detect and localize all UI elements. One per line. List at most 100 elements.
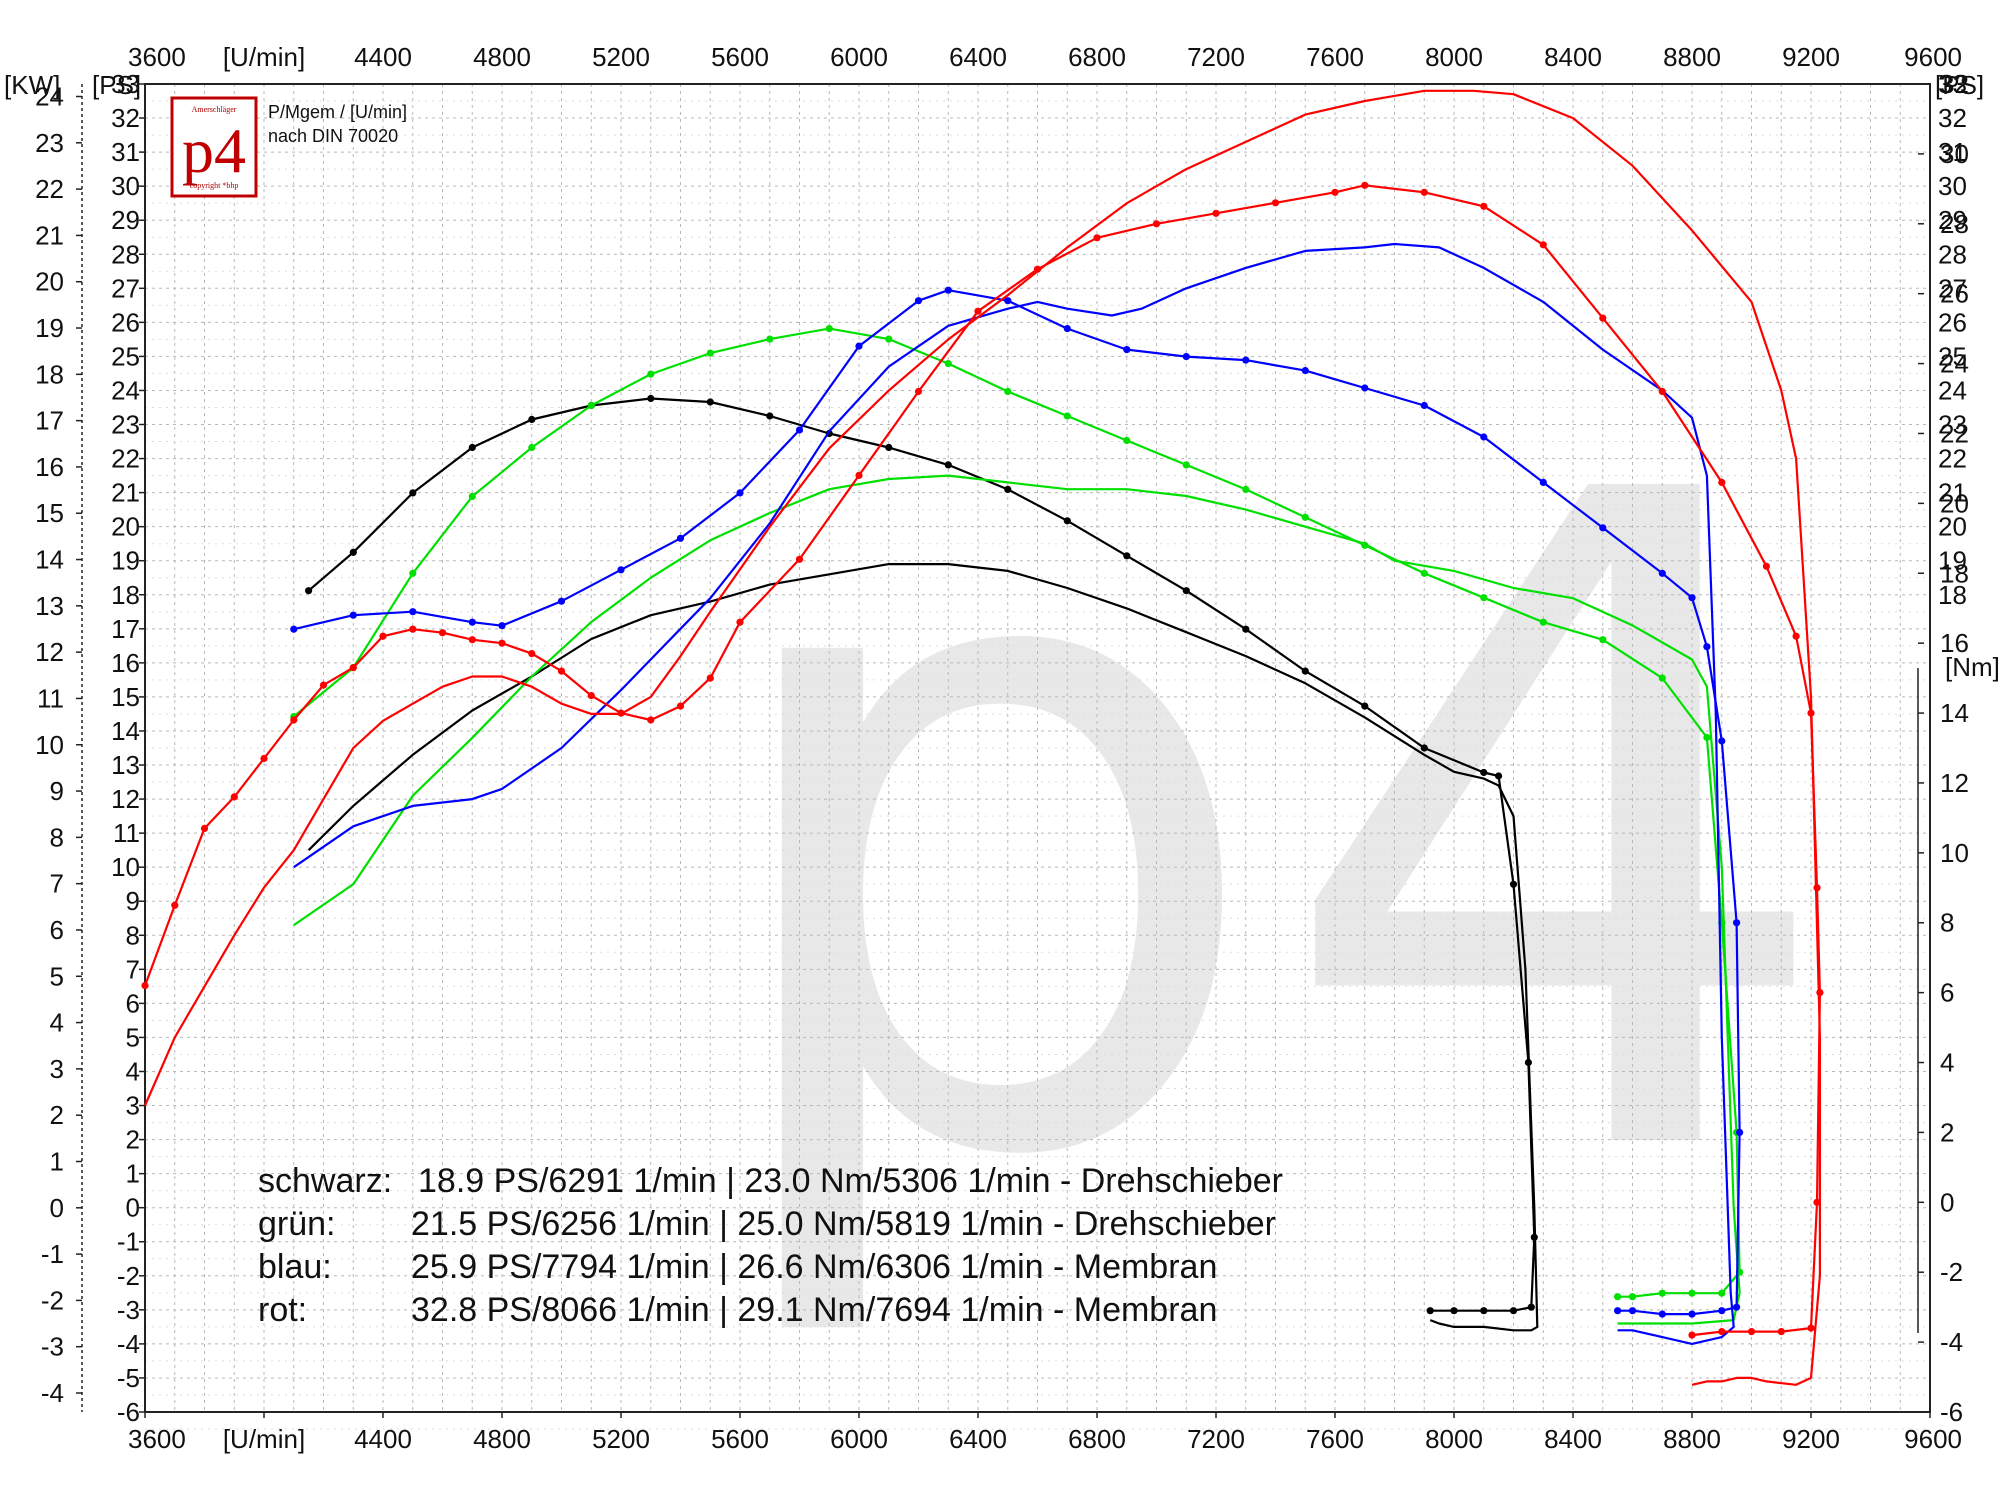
nm-unit-label: [Nm] xyxy=(1945,652,2000,682)
ps-tick-label-left: 3 xyxy=(126,1091,140,1121)
torque-point-blau xyxy=(349,611,357,619)
torque-point-grün xyxy=(944,360,952,368)
ps-tick-label-right: 23 xyxy=(1938,410,1967,440)
x-tick-label-bottom: 7200 xyxy=(1187,1424,1245,1454)
torque-point-rot xyxy=(736,618,744,626)
ps-tick-label-left: 22 xyxy=(111,444,140,474)
ps-tick-label-left: 31 xyxy=(111,137,140,167)
torque-point-blau xyxy=(1480,433,1488,441)
ps-tick-label-right: 22 xyxy=(1938,444,1967,474)
ps-tick-label-left: 29 xyxy=(111,205,140,235)
x-tick-label-bottom: 6400 xyxy=(949,1424,1007,1454)
ps-tick-label-left: 23 xyxy=(111,410,140,440)
torque-point-blau xyxy=(1420,401,1428,410)
torque-point-schwarz xyxy=(1063,517,1071,525)
nm-tick-label: 16 xyxy=(1940,628,1969,658)
torque-point-grün xyxy=(1718,1289,1726,1297)
ps-tick-label-right: 30 xyxy=(1938,171,1967,201)
torque-point-rot xyxy=(409,625,417,633)
torque-point-grün xyxy=(1628,1293,1637,1301)
ps-tick-label-right: 21 xyxy=(1938,478,1967,508)
torque-point-rot xyxy=(498,639,506,647)
torque-point-blau xyxy=(1123,346,1131,354)
torque-point-rot xyxy=(587,692,595,700)
torque-point-rot xyxy=(1093,234,1101,242)
ps-tick-label-left: -5 xyxy=(117,1363,140,1393)
ps-tick-label-left: 10 xyxy=(111,852,140,882)
torque-point-blau xyxy=(914,297,923,305)
torque-point-blau xyxy=(944,286,952,294)
torque-point-rot xyxy=(1480,202,1488,210)
torque-point-schwarz xyxy=(1426,1307,1434,1315)
torque-point-rot xyxy=(795,555,804,563)
legend-label-blau: blau: xyxy=(258,1248,332,1286)
torque-point-schwarz xyxy=(944,461,952,469)
torque-point-blau xyxy=(736,489,744,497)
plot-frame xyxy=(144,83,1931,1413)
torque-point-rot xyxy=(200,824,209,833)
ps-tick-label-right: 29 xyxy=(1938,205,1967,235)
torque-point-schwarz xyxy=(1450,1307,1458,1315)
x-tick-label-bottom: 3600 xyxy=(128,1424,186,1454)
torque-point-rot xyxy=(141,982,149,990)
torque-point-grün xyxy=(825,325,833,333)
torque-point-rot xyxy=(1762,562,1770,570)
legend-text-schwarz: 18.9 PS/6291 1/min | 23.0 Nm/5306 1/min … xyxy=(418,1162,1283,1200)
torque-point-rot xyxy=(676,702,685,710)
ps-tick-label-left: -6 xyxy=(117,1397,140,1427)
torque-point-blau xyxy=(1182,353,1190,361)
ps-tick-label-left: 12 xyxy=(111,784,140,814)
x-tick-label-top: 4800 xyxy=(473,42,531,72)
torque-point-schwarz xyxy=(1509,1307,1518,1315)
ps-tick-label-right: 31 xyxy=(1938,137,1967,167)
torque-point-grün xyxy=(1063,412,1071,420)
ps-tick-label-right: 19 xyxy=(1938,546,1967,576)
logo-small-top: Amerschläger xyxy=(192,105,237,114)
ps-tick-label-left: 14 xyxy=(111,716,140,746)
nm-tick-label: 26 xyxy=(1940,279,1969,309)
torque-point-grün xyxy=(468,492,476,500)
watermark-p4: p4 xyxy=(700,306,1844,1353)
torque-point-schwarz xyxy=(305,587,313,595)
torque-point-schwarz xyxy=(1527,1303,1535,1311)
ps-tick-label-right: 24 xyxy=(1938,375,1967,405)
torque-point-rot xyxy=(438,629,447,637)
x-tick-label-bottom: 4400 xyxy=(354,1424,412,1454)
torque-point-rot xyxy=(914,387,923,396)
torque-point-blau xyxy=(468,618,476,626)
torque-point-rot xyxy=(1807,709,1815,717)
torque-point-grün xyxy=(1480,594,1488,602)
ps-unit-label-left: [PS] xyxy=(92,70,141,100)
torque-point-blau xyxy=(1688,594,1696,602)
ps-unit-label-right: [PS] xyxy=(1935,70,1984,100)
kw-tick-label: -4 xyxy=(41,1378,64,1408)
kw-tick-label: 9 xyxy=(50,776,64,806)
torque-point-blau xyxy=(1718,1307,1726,1315)
nm-tick-label: 8 xyxy=(1940,908,1954,938)
nm-tick-label: 18 xyxy=(1940,558,1969,588)
kw-tick-label: 10 xyxy=(35,730,64,760)
kw-tick-label: 2 xyxy=(50,1100,64,1130)
header-note-line-2: nach DIN 70020 xyxy=(268,126,398,146)
torque-point-schwarz xyxy=(1361,702,1369,710)
x-tick-label-bottom: 8800 xyxy=(1663,1424,1721,1454)
torque-point-rot xyxy=(1813,1198,1821,1206)
x-tick-label-bottom: 6000 xyxy=(830,1424,888,1454)
torque-point-rot xyxy=(1658,387,1666,396)
torque-point-blau xyxy=(1301,367,1309,375)
torque-point-rot xyxy=(230,793,238,801)
torque-point-rot xyxy=(379,632,387,640)
ps-tick-label-left: 30 xyxy=(111,171,140,201)
torque-point-schwarz xyxy=(1301,667,1309,675)
x-tick-label-bottom: [U/min] xyxy=(223,1424,305,1454)
ps-tick-label-left: 13 xyxy=(111,750,140,780)
ps-tick-label-left: 11 xyxy=(113,818,140,848)
ps-tick-label-left: 4 xyxy=(126,1056,140,1086)
ps-tick-label-left: 26 xyxy=(111,307,140,337)
torque-point-rot xyxy=(1033,265,1042,273)
kw-tick-label: 6 xyxy=(50,915,64,945)
ps-tick-label-left: -3 xyxy=(117,1295,140,1325)
ps-tick-label-left: 5 xyxy=(126,1022,140,1052)
torque-point-rot xyxy=(528,650,536,658)
